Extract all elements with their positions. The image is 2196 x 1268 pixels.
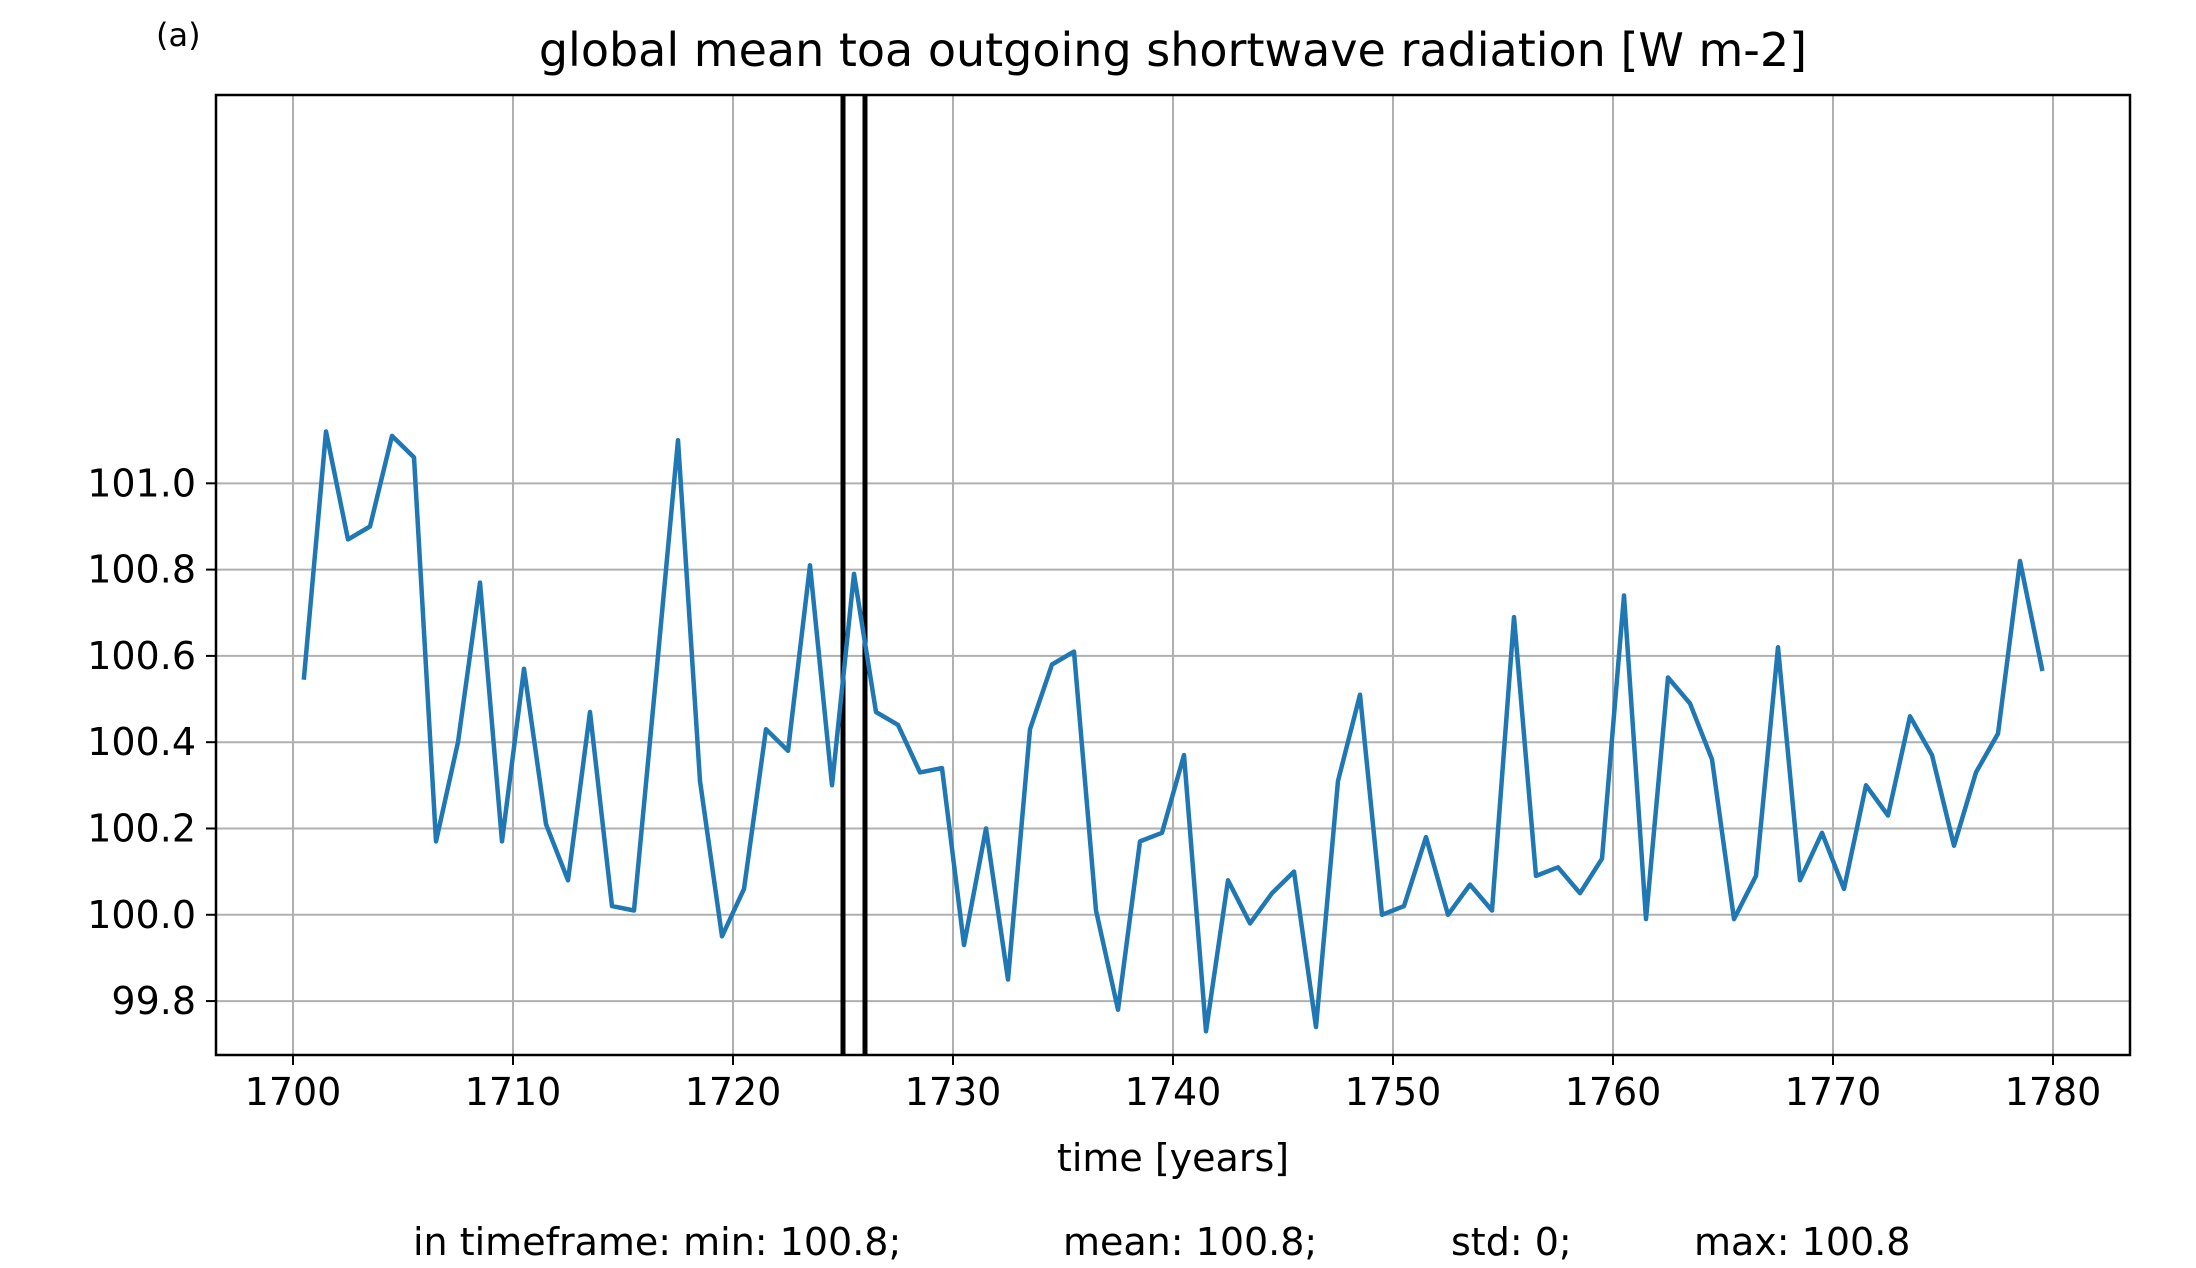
- chart-title: global mean toa outgoing shortwave radia…: [539, 23, 1807, 77]
- series-group: [301, 429, 2045, 1034]
- y-tick-label: 100.4: [87, 720, 196, 764]
- stats-line: in timeframe: min: 100.8; mean: 100.8; s…: [413, 1220, 1910, 1264]
- x-axis-label: time [years]: [1057, 1136, 1289, 1180]
- panel-label: (a): [156, 16, 201, 54]
- y-axis-ticks: 99.8 100.0 100.2 100.4 100.6 100.8 101.0: [87, 461, 216, 1023]
- vertical-markers: [840, 95, 868, 1055]
- series-line: [301, 429, 2045, 1034]
- x-axis-ticks: 1700 1710 1720 1730 1740 1750 1760 1770 1780: [245, 1055, 2102, 1114]
- x-tick-label: 1710: [465, 1070, 562, 1114]
- x-tick-label: 1760: [1565, 1070, 1662, 1114]
- x-tick-label: 1750: [1345, 1070, 1442, 1114]
- y-tick-label: 100.6: [87, 634, 196, 678]
- stats-min: in timeframe: min: 100.8;: [413, 1220, 901, 1263]
- x-tick-label: 1780: [2005, 1070, 2102, 1114]
- x-tick-label: 1730: [905, 1070, 1002, 1114]
- y-tick-label: 99.8: [111, 979, 196, 1023]
- y-tick-label: 100.8: [87, 548, 196, 592]
- stats-max: max: 100.8: [1694, 1220, 1910, 1263]
- stats-mean: mean: 100.8;: [1063, 1220, 1317, 1263]
- y-tick-label: 101.0: [87, 461, 196, 505]
- grid-lines: [216, 95, 2130, 1055]
- x-tick-label: 1700: [245, 1070, 342, 1114]
- stats-std: std: 0;: [1451, 1220, 1572, 1263]
- x-tick-label: 1740: [1125, 1070, 1222, 1114]
- x-tick-label: 1720: [685, 1070, 782, 1114]
- y-tick-label: 100.0: [87, 893, 196, 937]
- y-tick-label: 100.2: [87, 806, 196, 850]
- x-tick-label: 1770: [1785, 1070, 1882, 1114]
